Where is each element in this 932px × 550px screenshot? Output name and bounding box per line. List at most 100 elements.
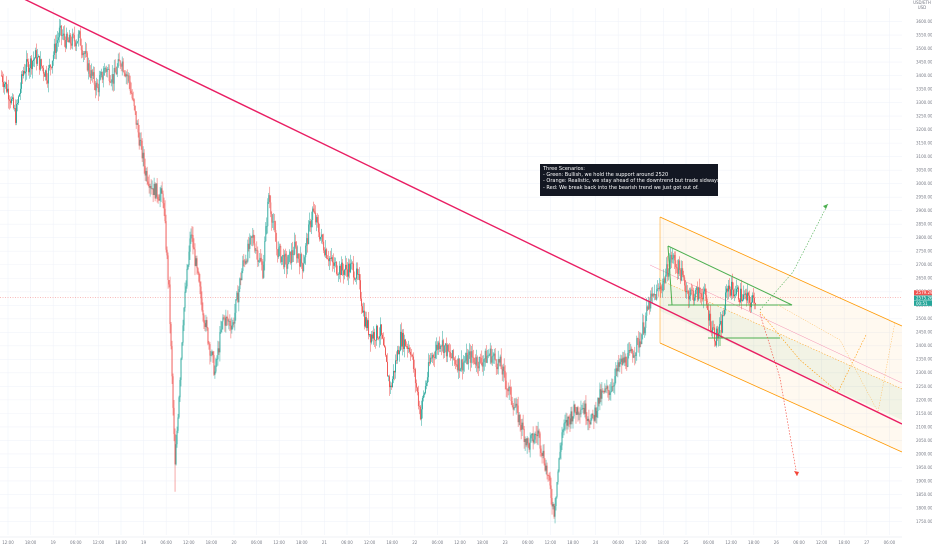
candle-body xyxy=(632,353,634,358)
candle-body xyxy=(434,350,436,358)
channel-mid-line xyxy=(659,279,903,390)
candle-body xyxy=(377,325,378,339)
candle-body xyxy=(265,226,267,242)
candle-body xyxy=(226,317,228,318)
candle-body xyxy=(195,258,197,266)
candle-body xyxy=(217,348,219,360)
candle-body xyxy=(368,320,369,336)
candle-body xyxy=(227,317,229,322)
candle-body xyxy=(654,294,656,296)
x-tick-label: 18:00 xyxy=(296,540,308,545)
candle-body xyxy=(90,70,92,79)
candle-body xyxy=(536,434,538,437)
candle-body xyxy=(694,297,696,301)
candle-body xyxy=(362,306,363,313)
candle-body xyxy=(686,290,688,293)
candle-body xyxy=(431,355,433,359)
candle-body xyxy=(672,257,674,260)
candle-body xyxy=(278,247,280,258)
candle-body xyxy=(185,286,187,292)
candle-body xyxy=(394,370,395,373)
candle-body xyxy=(467,355,469,365)
candle-body xyxy=(699,287,701,294)
candle-body xyxy=(566,419,568,426)
candle-body xyxy=(29,58,31,69)
candle-body xyxy=(344,269,346,275)
candle-body xyxy=(748,292,749,296)
candle-body xyxy=(652,293,654,297)
y-tick-label: 3100.00 xyxy=(916,154,932,159)
candle-body xyxy=(104,68,106,69)
candle-body xyxy=(743,294,744,300)
candle-body xyxy=(653,293,655,296)
x-tick-label: 12:00 xyxy=(183,540,195,545)
candle-body xyxy=(376,325,377,341)
candle-body xyxy=(575,411,577,415)
candle-body xyxy=(375,340,376,341)
candle-body xyxy=(180,358,182,380)
candle-body xyxy=(333,262,335,266)
y-tick-label: 3150.00 xyxy=(916,141,932,146)
candle-body xyxy=(196,258,198,269)
candle-body xyxy=(162,193,164,204)
y-tick-label: 3350.00 xyxy=(916,86,932,91)
y-axis-bg xyxy=(902,0,932,550)
candle-body xyxy=(269,195,271,203)
candle-body xyxy=(688,290,690,300)
candle-body xyxy=(403,339,405,350)
candle-body xyxy=(469,351,471,363)
candle-body xyxy=(514,407,516,408)
candle-body xyxy=(369,334,370,336)
candle-body xyxy=(518,414,520,423)
candle-body xyxy=(389,376,390,388)
x-tick-label: 25 xyxy=(683,540,689,545)
candle-body xyxy=(325,249,327,256)
candle-body xyxy=(6,82,7,92)
candle-body xyxy=(92,72,94,76)
candle-body xyxy=(517,405,519,423)
candle-body xyxy=(25,59,27,72)
candle-body xyxy=(560,445,562,452)
candle-body xyxy=(706,295,708,305)
scenario-annotation[interactable]: Three Scenarios: - Green: Bullish, we ho… xyxy=(540,164,757,196)
candle-body xyxy=(221,321,223,330)
candle-body xyxy=(126,74,128,77)
x-tick-label: 12:00 xyxy=(93,540,105,545)
candle-body xyxy=(441,340,443,347)
candle-body xyxy=(530,435,532,439)
candle-body xyxy=(725,292,727,310)
candle-body xyxy=(357,268,359,275)
candle-body xyxy=(618,362,620,367)
candle-body xyxy=(616,368,618,372)
candle-body xyxy=(4,84,5,88)
candle-body xyxy=(321,234,323,237)
candle-body xyxy=(381,324,382,335)
candle-body xyxy=(634,355,636,357)
candle-body xyxy=(700,293,702,294)
candle-body xyxy=(494,353,496,360)
candle-body xyxy=(287,263,289,269)
candle-body xyxy=(501,368,503,375)
candle-body xyxy=(629,350,631,352)
candle-body xyxy=(398,350,400,355)
candle-body xyxy=(2,75,3,83)
candle-body xyxy=(316,217,318,223)
candle-body xyxy=(673,255,675,258)
candle-body xyxy=(436,344,438,350)
candle-body xyxy=(499,356,501,363)
candle-body xyxy=(74,41,76,47)
candle-body xyxy=(120,65,122,67)
candle-body xyxy=(671,254,673,260)
candle-body xyxy=(67,40,69,43)
candle-body xyxy=(477,366,479,369)
candle-body xyxy=(266,226,268,227)
candle-body xyxy=(343,270,345,275)
candle-body xyxy=(19,93,20,97)
candle-body xyxy=(406,346,408,349)
candle-body xyxy=(153,183,155,196)
x-tick-label: 18:00 xyxy=(206,540,218,545)
candle-body xyxy=(578,413,580,415)
candle-body xyxy=(557,471,559,483)
